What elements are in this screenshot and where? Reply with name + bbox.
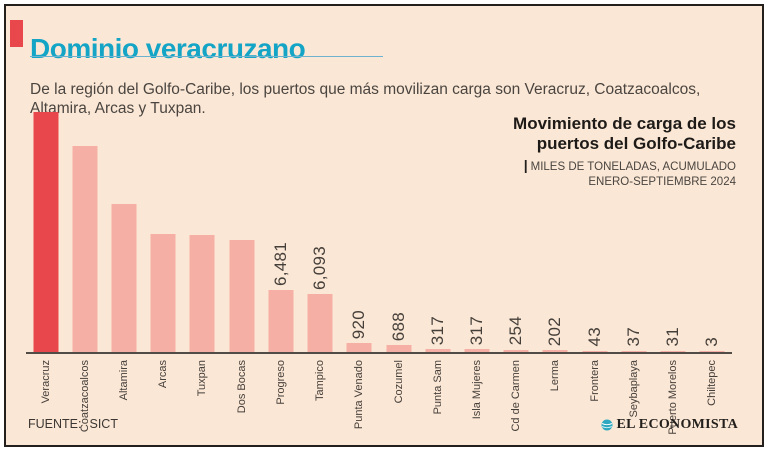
globe-icon <box>601 419 612 431</box>
category-label-altamira: Altamira <box>118 360 131 401</box>
bar-frontera <box>582 351 608 352</box>
x-label-cell-punta-sam: Punta Sam <box>418 356 457 434</box>
category-label-dos-bocas: Dos Bocas <box>235 360 248 414</box>
x-label-cell-arcas: Arcas <box>144 356 183 434</box>
x-label-cell-punta-venado: Punta Venado <box>340 356 379 434</box>
chart-title-line2: puertos del Golfo-Caribe <box>536 134 736 153</box>
chart-note-line1: MILES DE TONELADAS, ACUMULADO <box>530 161 736 173</box>
x-label-cell-progreso: Progreso <box>261 356 300 434</box>
chart-note-line2: ENERO-SEPTIEMBRE 2024 <box>588 176 736 188</box>
x-label-cell-cd-de-carmen: Cd de Carmen <box>497 356 536 434</box>
category-label-cozumel: Cozumel <box>392 360 405 404</box>
bar-isla-mujeres <box>464 348 490 352</box>
category-label-lerma: Lerma <box>549 360 562 392</box>
category-label-arcas: Arcas <box>157 360 170 389</box>
x-label-cell-isla-mujeres: Isla Mujeres <box>457 356 496 434</box>
chart-unit-note: | MILES DE TONELADAS, ACUMULADO ENERO-SEP… <box>513 158 736 190</box>
value-label-puerto-morelos: 31 <box>663 327 683 347</box>
bar-tuxpan <box>189 235 215 352</box>
note-separator: | <box>523 157 528 173</box>
bar-punta-venado <box>346 343 372 352</box>
value-label-progreso: 6,481 <box>270 242 290 287</box>
bar-column-puerto-morelos: 31 <box>654 112 693 352</box>
publisher-brand: EL ECONOMISTA <box>601 417 739 433</box>
value-label-seybaplaya: 37 <box>623 327 643 347</box>
bar-seybaplaya <box>621 351 647 352</box>
bar-cozumel <box>386 345 412 352</box>
bar-coatzacoalcos <box>72 146 98 352</box>
bar-column-progreso: 6,481 <box>261 112 300 352</box>
bar-column-chiltepec: 3 <box>693 112 732 352</box>
page-subtitle: De la región del Golfo-Caribe, los puert… <box>30 80 701 117</box>
category-label-punta-sam: Punta Sam <box>431 360 444 415</box>
value-label-tampico: 6,093 <box>310 245 330 290</box>
category-label-veracruz: Veracruz <box>39 360 52 404</box>
category-label-chiltepec: Chiltepec <box>706 360 719 406</box>
title-underline <box>30 56 383 57</box>
source-value: SICT <box>89 417 118 431</box>
chart-frame-inner: Dominio veracruzano De la región del Gol… <box>6 6 762 445</box>
bar-progreso <box>268 290 294 352</box>
bar-punta-sam <box>425 348 451 352</box>
bar-column-altamira: 15,504 <box>104 112 143 352</box>
category-label-frontera: Frontera <box>588 360 601 402</box>
bar-column-dos-bocas: 11,690 <box>222 112 261 352</box>
bar-column-cd-de-carmen: 254 <box>497 112 536 352</box>
bar-column-punta-sam: 317 <box>418 112 457 352</box>
chart-header: Movimiento de carga de los puertos del G… <box>513 114 736 190</box>
x-label-cell-tuxpan: Tuxpan <box>183 356 222 434</box>
bar-lerma <box>542 350 568 352</box>
value-label-punta-sam: 317 <box>427 315 447 345</box>
bar-altamira <box>111 204 137 352</box>
category-label-tampico: Tampico <box>314 360 327 401</box>
bar-chiltepec <box>699 351 725 352</box>
category-label-isla-mujeres: Isla Mujeres <box>471 360 484 420</box>
category-label-progreso: Progreso <box>274 360 287 405</box>
value-label-lerma: 202 <box>545 316 565 347</box>
x-label-cell-dos-bocas: Dos Bocas <box>222 356 261 434</box>
x-label-cell-lerma: Lerma <box>536 356 575 434</box>
bar-column-lerma: 202 <box>536 112 575 352</box>
value-label-isla-mujeres: 317 <box>467 315 487 345</box>
category-label-tuxpan: Tuxpan <box>196 360 209 397</box>
category-label-punta-venado: Punta Venado <box>353 360 366 430</box>
bar-veracruz <box>33 112 59 352</box>
x-label-cell-tampico: Tampico <box>301 356 340 434</box>
value-label-chiltepec: 3 <box>702 337 722 347</box>
category-label-seybaplaya: Seybaplaya <box>627 360 640 418</box>
bar-column-arcas: 12,395 <box>144 112 183 352</box>
bar-cd-de-carmen <box>503 349 529 352</box>
bar-puerto-morelos <box>660 351 686 352</box>
chart-frame: Dominio veracruzano De la región del Gol… <box>4 4 764 447</box>
value-label-punta-venado: 920 <box>349 309 369 340</box>
bar-chart-plot: 25,14921,54615,50412,39512,21111,690 6,48… <box>26 112 732 354</box>
value-label-cozumel: 688 <box>388 312 408 342</box>
x-label-cell-cozumel: Cozumel <box>379 356 418 434</box>
bar-column-tuxpan: 12,211 <box>183 112 222 352</box>
bar-column-punta-venado: 920 <box>340 112 379 352</box>
value-label-cd-de-carmen: 254 <box>506 316 526 346</box>
source-note: FUENTE: SICT <box>28 417 118 431</box>
red-accent-block <box>10 20 23 47</box>
bar-tampico <box>307 293 333 352</box>
value-label-frontera: 43 <box>584 327 604 347</box>
bar-arcas <box>150 233 176 352</box>
page-title: Dominio veracruzano <box>30 32 306 64</box>
bar-column-veracruz: 25,149 <box>26 112 65 352</box>
bar-column-seybaplaya: 37 <box>614 112 653 352</box>
bar-column-isla-mujeres: 317 <box>457 112 496 352</box>
bar-column-frontera: 43 <box>575 112 614 352</box>
chart-title-line1: Movimiento de carga de los <box>513 114 736 133</box>
category-label-cd-de-carmen: Cd de Carmen <box>510 360 523 432</box>
brand-name: EL ECONOMISTA <box>616 417 738 432</box>
bar-column-coatzacoalcos: 21,546 <box>65 112 104 352</box>
bar-column-tampico: 6,093 <box>301 112 340 352</box>
bar-column-cozumel: 688 <box>379 112 418 352</box>
source-label: FUENTE: <box>28 417 82 431</box>
bar-dos-bocas <box>229 240 255 352</box>
